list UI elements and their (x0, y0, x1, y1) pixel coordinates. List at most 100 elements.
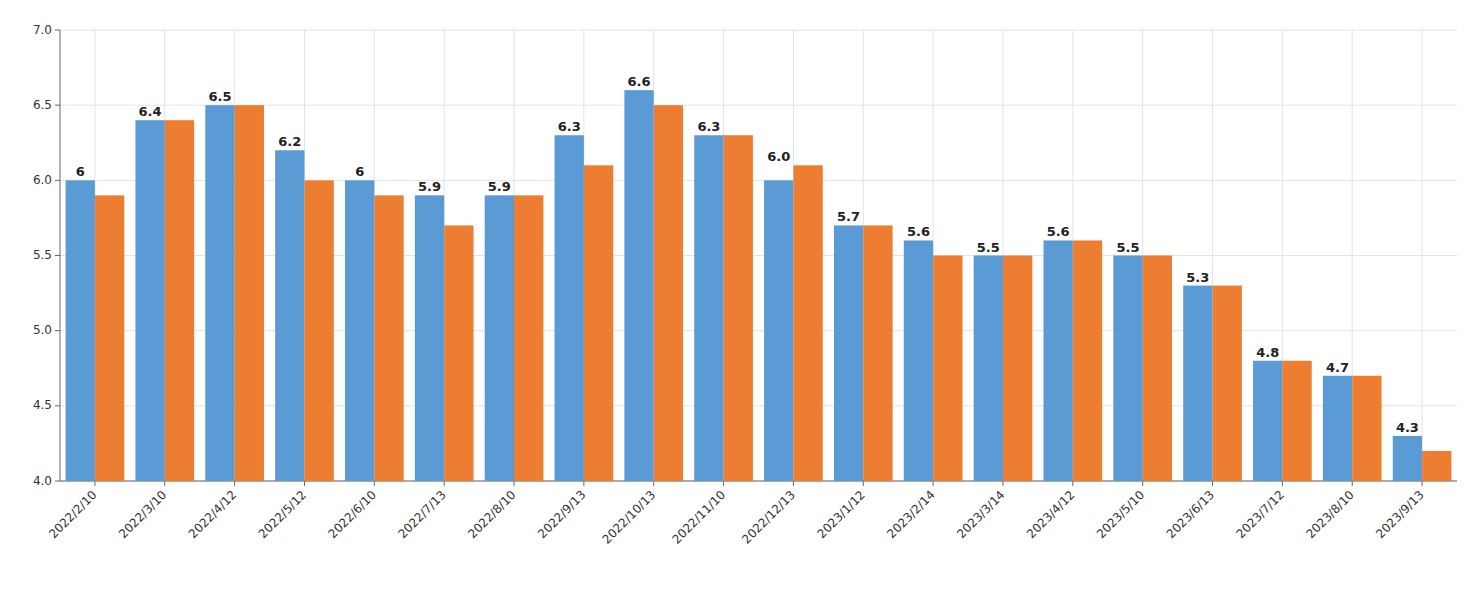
data-label: 4.7 (1326, 360, 1349, 375)
data-label: 4.8 (1256, 345, 1279, 360)
bar (793, 165, 822, 481)
data-label: 5.9 (488, 179, 511, 194)
bar (135, 120, 164, 481)
y-tick-label: 6.5 (33, 98, 52, 112)
data-label: 5.5 (977, 240, 1000, 255)
bar (1352, 376, 1381, 481)
bar (764, 180, 793, 481)
bar (1073, 240, 1102, 481)
bar (654, 105, 683, 481)
y-tick (55, 481, 60, 482)
data-labels: 66.46.56.265.95.96.36.66.36.05.75.65.55.… (76, 74, 1419, 435)
bar (205, 105, 234, 481)
y-grid-line (60, 105, 1457, 106)
y-tick (55, 405, 60, 406)
bar (235, 105, 264, 481)
bar (95, 195, 124, 481)
x-tick-label: 2022/6/10 (326, 488, 379, 541)
data-label: 6.0 (767, 149, 790, 164)
data-label: 6.3 (558, 119, 581, 134)
y-axis-line (60, 30, 61, 481)
x-tick-label: 2023/2/14 (884, 488, 937, 541)
bar (1323, 376, 1352, 481)
bar (1393, 436, 1422, 481)
bar (66, 180, 95, 481)
x-tick (863, 481, 864, 486)
bar (1282, 361, 1311, 481)
y-tick-label: 6.0 (33, 173, 52, 187)
x-tick (1072, 481, 1073, 486)
y-grid-line (60, 180, 1457, 181)
data-label: 6 (76, 164, 85, 179)
x-tick-label: 2023/1/12 (814, 488, 867, 541)
x-tick-label: 2022/2/10 (46, 488, 99, 541)
data-label: 6.4 (139, 104, 162, 119)
x-tick-label: 2023/5/10 (1094, 488, 1147, 541)
data-label: 6 (355, 164, 364, 179)
bar (165, 120, 194, 481)
bar (1422, 451, 1451, 481)
bar (724, 135, 753, 481)
y-grid-line (60, 30, 1457, 31)
bar (694, 135, 723, 481)
bar (904, 240, 933, 481)
data-label: 6.6 (628, 74, 651, 89)
x-grid-line (1422, 30, 1423, 481)
x-tick-label: 2022/5/12 (256, 488, 309, 541)
data-label: 5.9 (418, 179, 441, 194)
x-tick (164, 481, 165, 486)
bar (415, 195, 444, 481)
x-tick (94, 481, 95, 486)
x-tick (304, 481, 305, 486)
bar (514, 195, 543, 481)
x-tick-label: 2022/4/12 (186, 488, 239, 541)
x-tick-label: 2022/11/10 (669, 488, 728, 547)
x-tick-label: 2022/8/10 (465, 488, 518, 541)
grid (60, 30, 1457, 481)
x-tick-label: 2023/9/13 (1373, 488, 1426, 541)
bar (1043, 240, 1072, 481)
x-tick (1422, 481, 1423, 486)
x-tick (933, 481, 934, 486)
bar (1113, 256, 1142, 482)
data-label: 6.2 (278, 134, 301, 149)
x-tick (1352, 481, 1353, 486)
y-tick-label: 5.0 (33, 323, 52, 337)
bar (933, 256, 962, 482)
x-tick-label: 2023/4/12 (1024, 488, 1077, 541)
x-tick (1282, 481, 1283, 486)
y-tick-label: 5.5 (33, 248, 52, 262)
y-grid-line (60, 481, 1457, 482)
y-tick (55, 255, 60, 256)
x-tick (583, 481, 584, 486)
x-axis-line (60, 481, 1457, 482)
chart: 4.04.55.05.56.06.57.02022/2/102022/3/102… (0, 0, 1477, 591)
bar (1253, 361, 1282, 481)
x-tick (444, 481, 445, 486)
x-tick-label: 2023/7/12 (1234, 488, 1287, 541)
bar (444, 225, 473, 481)
x-tick (723, 481, 724, 486)
x-tick (1212, 481, 1213, 486)
bar (485, 195, 514, 481)
x-tick (793, 481, 794, 486)
bar (374, 195, 403, 481)
data-label: 6.3 (697, 119, 720, 134)
x-tick-label: 2022/3/10 (116, 488, 169, 541)
y-tick-label: 7.0 (33, 23, 52, 37)
x-tick (1002, 481, 1003, 486)
y-grid-line (60, 255, 1457, 256)
bar (1143, 256, 1172, 482)
y-tick-label: 4.0 (33, 474, 52, 488)
data-label: 5.3 (1186, 270, 1209, 285)
bars (66, 90, 1452, 481)
y-tick (55, 105, 60, 106)
bar (584, 165, 613, 481)
x-tick-label: 2022/10/13 (600, 488, 659, 547)
bar (834, 225, 863, 481)
y-tick (55, 330, 60, 331)
x-tick (514, 481, 515, 486)
data-label: 4.3 (1396, 420, 1419, 435)
x-tick-label: 2022/7/13 (395, 488, 448, 541)
data-label: 6.5 (208, 89, 231, 104)
